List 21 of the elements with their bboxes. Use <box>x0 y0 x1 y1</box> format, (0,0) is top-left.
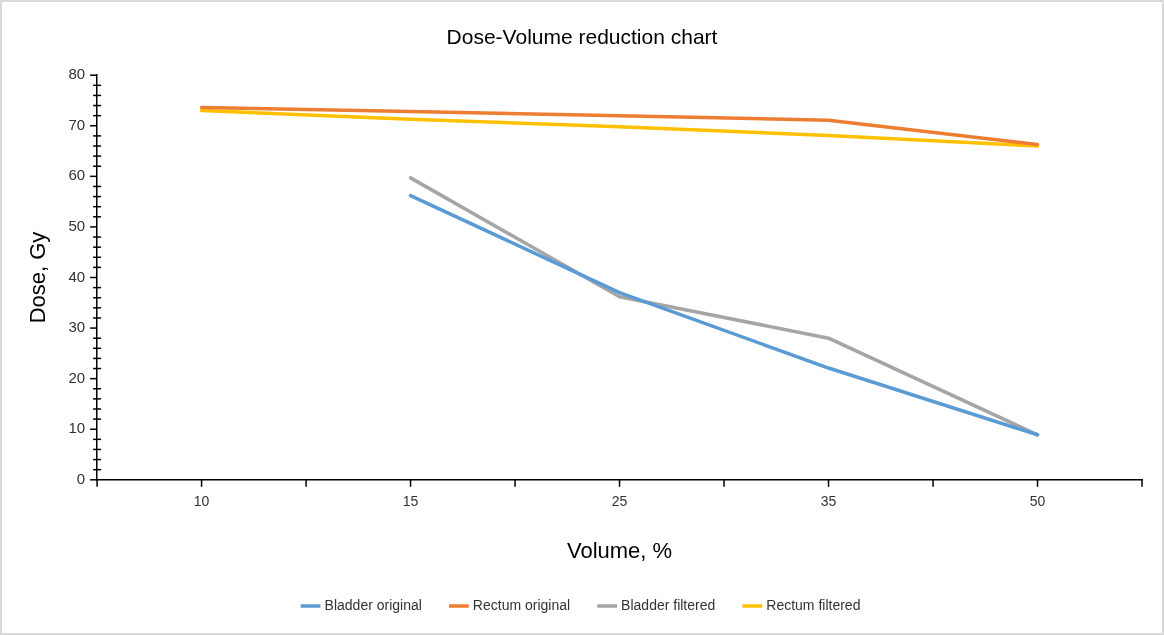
y-tick-label: 20 <box>68 368 86 386</box>
legend-label: Rectum filtered <box>766 596 861 613</box>
y-tick-label: 80 <box>68 65 86 83</box>
y-tick-label: 60 <box>68 166 86 184</box>
chart-title: Dose-Volume reduction chart <box>446 25 718 49</box>
y-tick-label: 70 <box>68 115 86 133</box>
y-tick-label: 50 <box>68 217 86 235</box>
x-tick-label: 50 <box>1029 493 1046 510</box>
x-tick-label: 10 <box>193 493 210 510</box>
legend-label: Rectum original <box>472 596 571 613</box>
y-tick-label: 40 <box>68 267 86 285</box>
legend-label: Bladder filtered <box>621 596 716 613</box>
y-axis-title: Dose, Gy <box>25 231 51 324</box>
x-tick-label: 15 <box>402 493 419 510</box>
y-tick-label: 30 <box>68 318 86 336</box>
x-axis-title: Volume, % <box>566 537 673 563</box>
x-tick-label: 35 <box>820 493 837 510</box>
y-tick-label: 10 <box>68 419 86 437</box>
y-tick-label: 0 <box>76 469 86 487</box>
legend-label: Bladder original <box>324 596 422 613</box>
x-tick-label: 25 <box>611 493 628 510</box>
